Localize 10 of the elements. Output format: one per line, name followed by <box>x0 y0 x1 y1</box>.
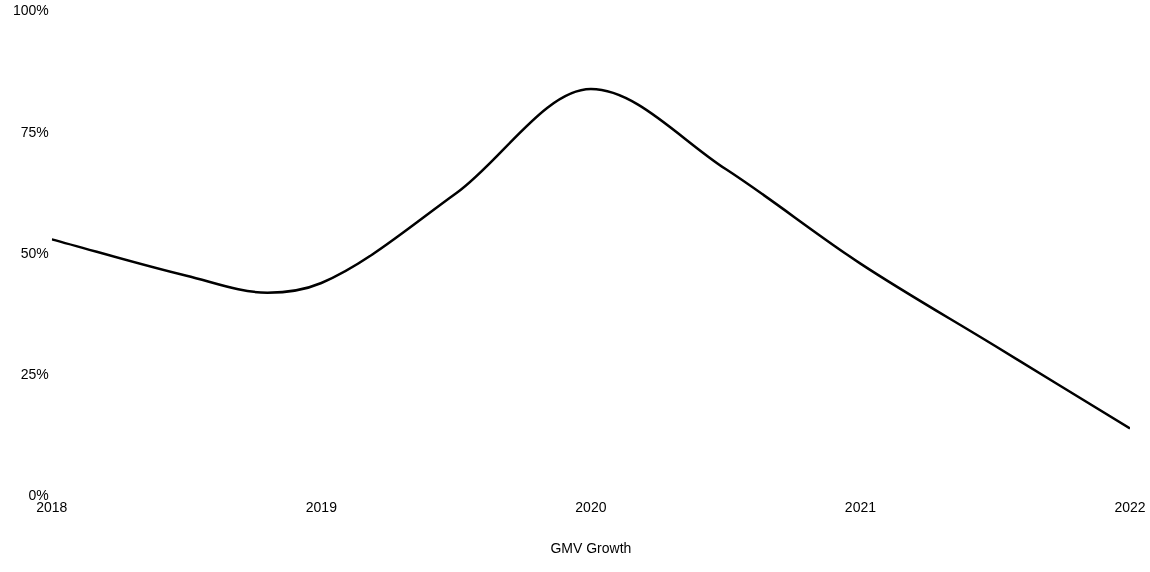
x-tick-label: 2022 <box>1114 498 1146 515</box>
x-tick-label: 2020 <box>575 498 607 515</box>
y-tick-label: 25% <box>20 366 49 383</box>
x-axis-title: GMV Growth <box>550 540 632 557</box>
y-tick-label: 50% <box>20 244 49 261</box>
y-tick-label: 75% <box>20 123 49 140</box>
x-tick-label: 2021 <box>844 498 877 515</box>
y-tick-label: 100% <box>12 2 49 19</box>
line-series <box>51 87 1130 430</box>
x-tick-label: 2019 <box>305 498 338 515</box>
